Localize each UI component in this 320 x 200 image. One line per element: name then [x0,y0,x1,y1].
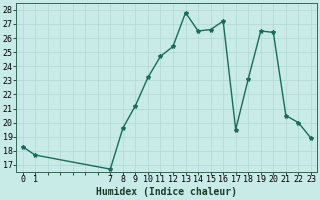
X-axis label: Humidex (Indice chaleur): Humidex (Indice chaleur) [96,187,237,197]
